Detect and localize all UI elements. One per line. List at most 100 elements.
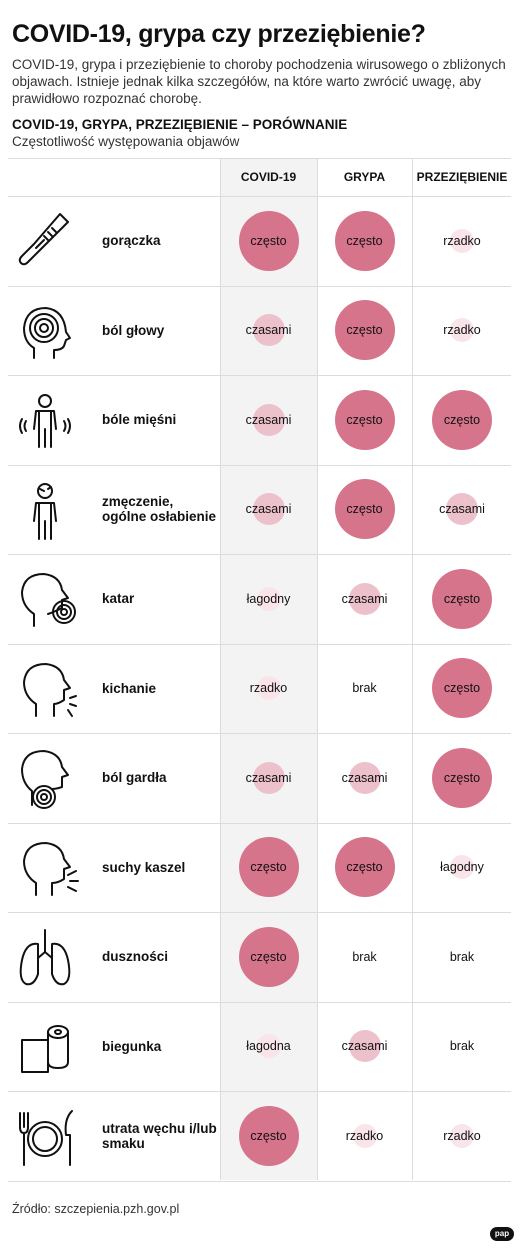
column-header-covid: COVID-19 <box>240 170 297 184</box>
frequency-cell: często <box>412 375 512 464</box>
frequency-cell: często <box>220 912 317 1001</box>
frequency-cell: często <box>412 554 512 643</box>
frequency-value: rzadko <box>443 233 481 248</box>
frequency-value: rzadko <box>249 681 288 695</box>
divider <box>8 464 511 466</box>
frequency-cell: brak <box>317 644 412 733</box>
frequency-value: często <box>443 412 481 427</box>
frequency-cell: często <box>317 465 412 554</box>
plate-cutlery-icon <box>14 1105 76 1167</box>
divider <box>8 196 511 197</box>
table-row: kichanie rzadko brak często <box>0 643 521 733</box>
frequency-value: czasami <box>341 770 388 785</box>
thermometer-icon <box>14 210 76 272</box>
frequency-dot <box>432 747 492 808</box>
symptom-label: duszności <box>102 949 169 964</box>
frequency-dot <box>446 493 478 525</box>
frequency-dot <box>252 493 285 525</box>
frequency-cell: czasami <box>220 733 317 822</box>
frequency-dot <box>238 837 299 897</box>
frequency-cell: czasami <box>220 375 317 464</box>
symptom-label: utrata węchu i/lub smaku <box>102 1120 217 1151</box>
aching-person-icon <box>14 389 76 451</box>
frequency-cell: często <box>317 375 412 464</box>
frequency-cell: czasami <box>412 465 512 554</box>
frequency-cell: często <box>220 1091 317 1180</box>
divider <box>8 822 511 824</box>
frequency-value: często <box>250 949 287 964</box>
table-row: ból gardła czasami czasami często <box>0 733 521 822</box>
frequency-cell: często <box>412 733 512 822</box>
frequency-dot <box>352 1123 377 1148</box>
sore-throat-icon <box>14 747 76 809</box>
frequency-cell: czasami <box>220 286 317 375</box>
symptom-label: ból gardła <box>102 770 167 785</box>
divider <box>8 158 511 159</box>
frequency-dot <box>450 318 474 342</box>
frequency-dot <box>348 1030 381 1062</box>
divider <box>412 158 413 1180</box>
column-header-przeziebienie: PRZEZIĘBIENIE <box>416 170 508 184</box>
divider <box>8 1091 511 1092</box>
frequency-dot <box>252 761 285 794</box>
frequency-value: często <box>250 860 287 874</box>
frequency-dot <box>432 389 492 450</box>
frequency-value: brak <box>352 949 377 964</box>
frequency-dot <box>348 761 381 794</box>
frequency-value: brak <box>352 681 377 695</box>
frequency-value: rzadko <box>443 1128 481 1143</box>
sneeze-icon <box>14 658 77 720</box>
symptom-label: zmęczenie, ogólne osłabienie <box>102 494 217 524</box>
symptom-label: kichanie <box>102 680 157 696</box>
frequency-cell: często <box>317 286 412 375</box>
frequency-dot <box>334 479 395 539</box>
frequency-dot <box>348 582 381 615</box>
frequency-value: często <box>443 591 481 606</box>
headache-icon <box>14 300 76 362</box>
frequency-dot <box>238 210 299 271</box>
frequency-value: często <box>250 1128 287 1143</box>
frequency-cell: rzadko <box>412 196 512 285</box>
table-row: katar łagodny czasami często <box>0 554 521 643</box>
frequency-dot <box>256 1034 281 1058</box>
frequency-cell: rzadko <box>220 644 317 733</box>
frequency-dot <box>252 314 285 346</box>
frequency-dot <box>450 855 474 879</box>
divider <box>317 158 318 1180</box>
frequency-dot <box>334 837 395 897</box>
frequency-value: łagodna <box>246 1039 291 1053</box>
frequency-dot <box>256 586 281 611</box>
frequency-cell: rzadko <box>412 286 512 375</box>
frequency-dot <box>256 676 281 700</box>
frequency-cell: często <box>317 823 412 912</box>
runny-nose-icon <box>14 568 76 630</box>
frequency-dot <box>238 1105 299 1166</box>
frequency-value: często <box>346 233 383 248</box>
frequency-cell: czasami <box>317 554 412 643</box>
symptom-label: ból głowy <box>102 322 165 338</box>
table-row: duszności często brak brak <box>0 912 521 1001</box>
frequency-value: często <box>443 681 481 695</box>
symptom-label: gorączka <box>102 233 161 248</box>
frequency-cell: brak <box>412 912 512 1001</box>
divider <box>8 554 511 555</box>
frequency-cell: rzadko <box>412 1091 512 1180</box>
frequency-value: łagodny <box>246 591 291 606</box>
frequency-cell: brak <box>412 1002 512 1091</box>
frequency-value: brak <box>449 949 475 964</box>
frequency-dot <box>334 210 395 271</box>
pap-logo: pap <box>490 1227 514 1241</box>
frequency-value: rzadko <box>443 323 481 337</box>
table-row: biegunka łagodna czasami brak <box>0 1001 521 1091</box>
symptom-label: suchy kaszel <box>102 859 186 875</box>
frequency-cell: brak <box>317 912 412 1001</box>
lead-paragraph: COVID-19, grypa i przeziębienie to choro… <box>12 57 506 106</box>
divider <box>8 1001 511 1003</box>
frequency-value: często <box>250 233 287 248</box>
frequency-value: często <box>443 770 481 785</box>
divider <box>8 285 511 287</box>
frequency-cell: często <box>220 196 317 285</box>
table-row: bóle mięśni czasami często często <box>0 375 521 464</box>
frequency-cell: czasami <box>220 465 317 554</box>
frequency-value: czasami <box>245 323 292 337</box>
